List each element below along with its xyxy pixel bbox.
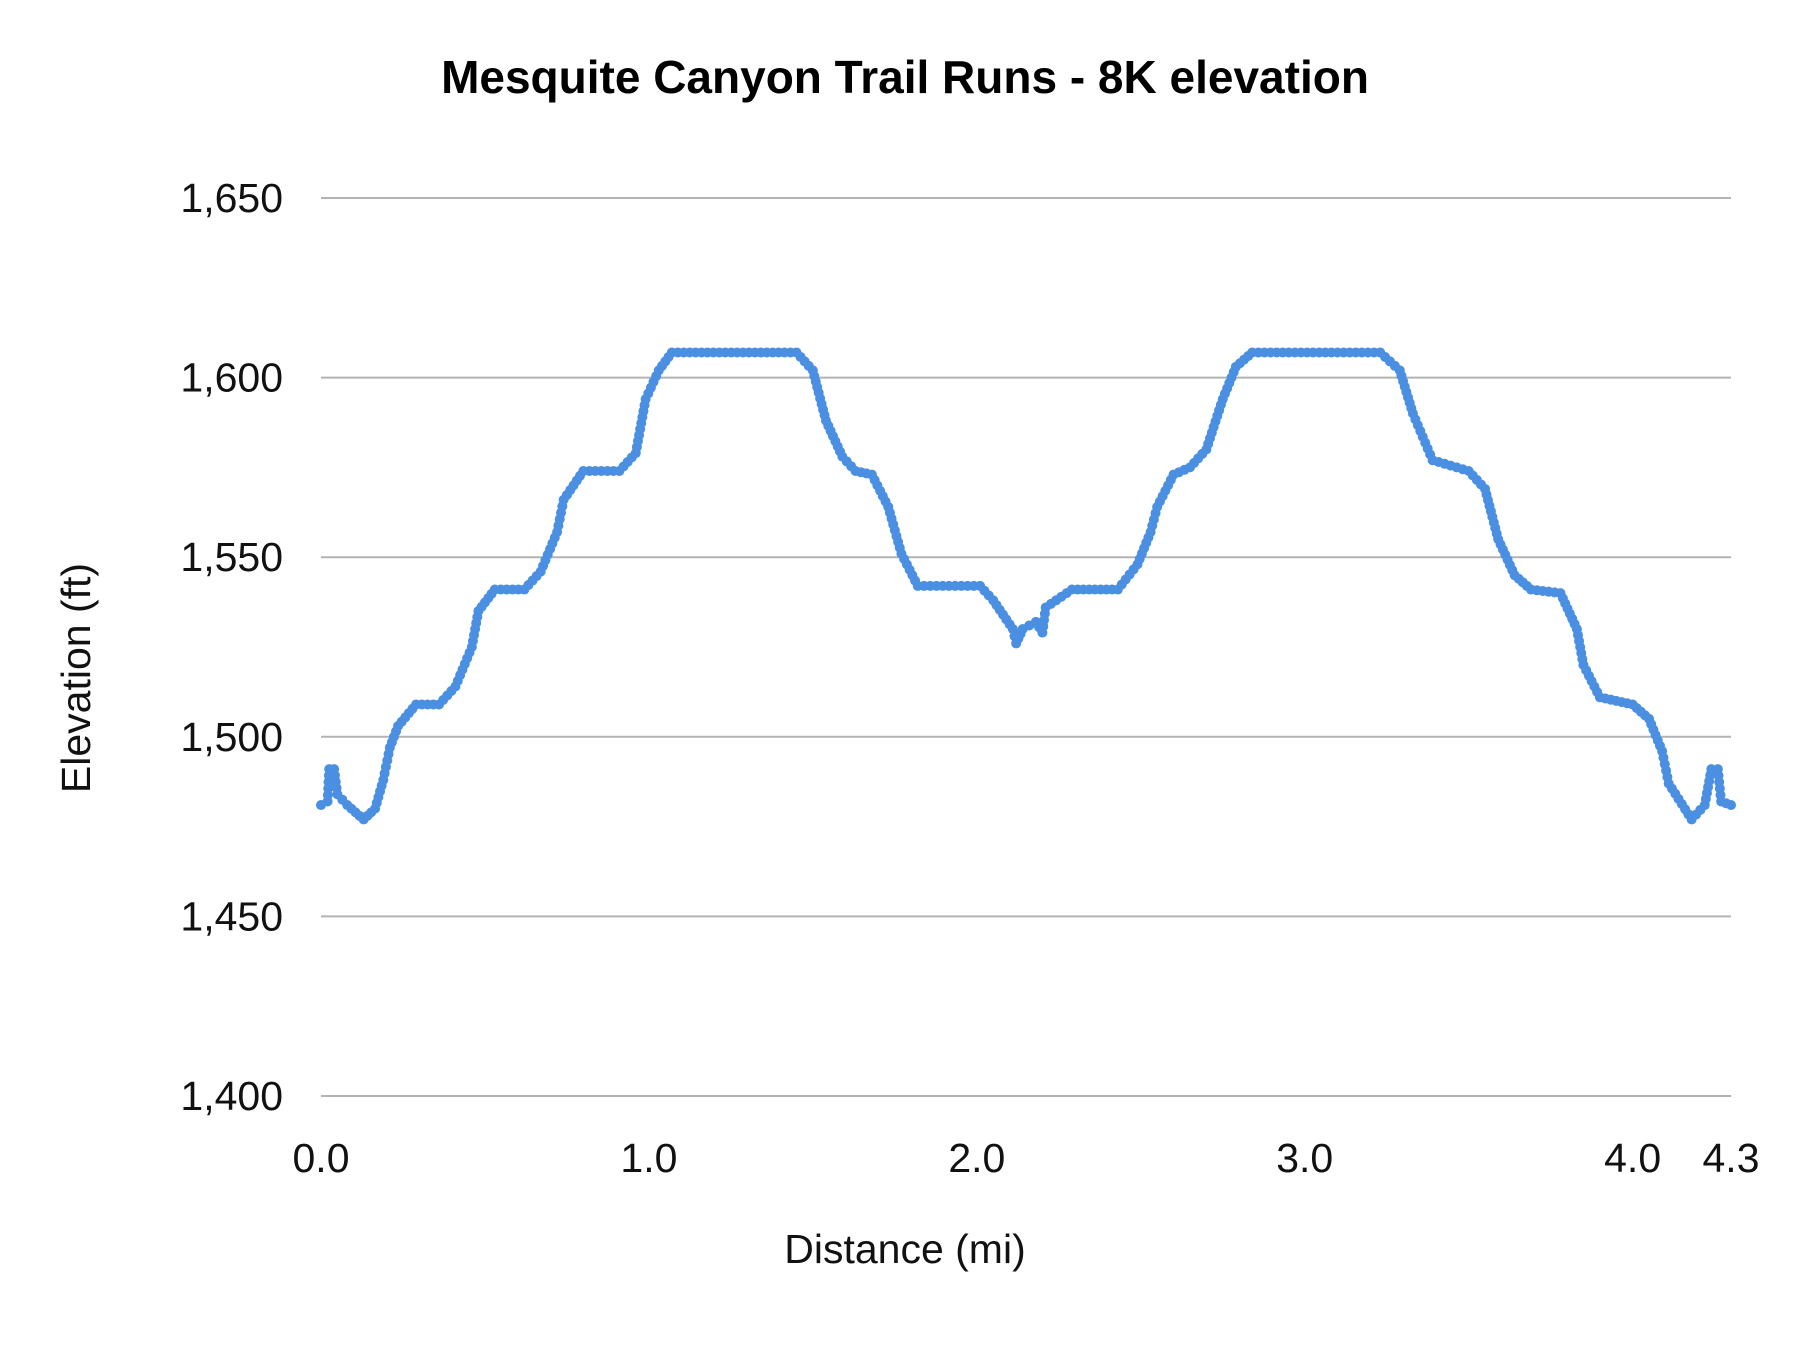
y-tick-label: 1,550 xyxy=(180,534,283,580)
gridlines xyxy=(321,197,1731,1097)
x-tick-label: 4.0 xyxy=(1604,1135,1661,1181)
elevation-series xyxy=(316,347,1736,825)
x-tick-label: 2.0 xyxy=(948,1135,1005,1181)
y-tick-label: 1,450 xyxy=(180,893,283,939)
x-axis-ticks: 0.0 1.0 2.0 3.0 4.0 4.3 xyxy=(293,1135,1760,1181)
y-axis-title: Elevation (ft) xyxy=(53,563,99,793)
y-tick-label: 1,650 xyxy=(180,175,283,221)
x-tick-label: 3.0 xyxy=(1276,1135,1333,1181)
y-tick-label: 1,500 xyxy=(180,714,283,760)
x-tick-label: 0.0 xyxy=(293,1135,350,1181)
chart-title: Mesquite Canyon Trail Runs - 8K elevatio… xyxy=(441,51,1369,103)
y-axis-ticks: 1,400 1,450 1,500 1,550 1,600 1,650 xyxy=(180,175,283,1119)
data-point xyxy=(1726,800,1736,811)
x-tick-label: 1.0 xyxy=(620,1135,677,1181)
x-axis-title: Distance (mi) xyxy=(784,1226,1025,1272)
y-tick-label: 1,400 xyxy=(180,1073,283,1119)
y-tick-label: 1,600 xyxy=(180,355,283,401)
x-tick-label: 4.3 xyxy=(1703,1135,1760,1181)
